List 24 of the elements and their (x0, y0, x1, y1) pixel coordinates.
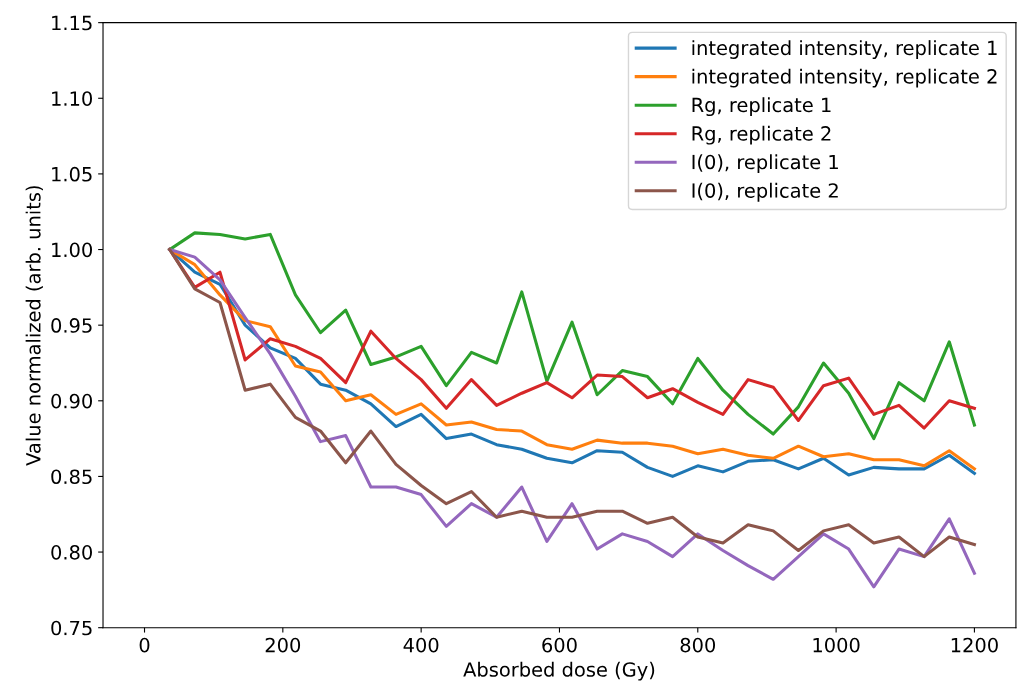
y-tick-label: 0.80 (51, 545, 93, 560)
x-tick-label: 0 (139, 637, 150, 653)
legend-label: integrated intensity, replicate 1 (692, 40, 997, 59)
y-tick-label: 1.00 (52, 242, 93, 258)
y-axis-title: Value normalized (arb. units) (25, 186, 43, 466)
x-tick-label: 1000 (813, 637, 860, 653)
y-tick-label: 0.95 (51, 318, 92, 333)
x-tick-label: 200 (265, 637, 301, 653)
x-tick-label: 600 (542, 637, 577, 653)
y-tick-label: 0.90 (51, 393, 93, 409)
x-tick-label: 400 (403, 637, 439, 653)
legend-label: Rg, replicate 2 (692, 125, 831, 145)
legend-label: I(0), replicate 2 (692, 182, 838, 202)
y-tick-label: 0.85 (51, 469, 92, 485)
y-tick-label: 1.10 (52, 91, 93, 106)
y-tick-label: 1.05 (52, 166, 92, 182)
x-axis-title: Absorbed dose (Gy) (463, 661, 655, 681)
legend-label: integrated intensity, replicate 2 (692, 68, 997, 88)
y-tick-label: 0.75 (51, 620, 92, 636)
legend-label: I(0), replicate 1 (692, 154, 838, 174)
x-tick-label: 800 (680, 637, 716, 653)
legend-label: Rg, replicate 1 (692, 97, 831, 117)
x-tick-label: 1200 (951, 637, 998, 653)
y-tick-label: 1.15 (52, 15, 92, 31)
